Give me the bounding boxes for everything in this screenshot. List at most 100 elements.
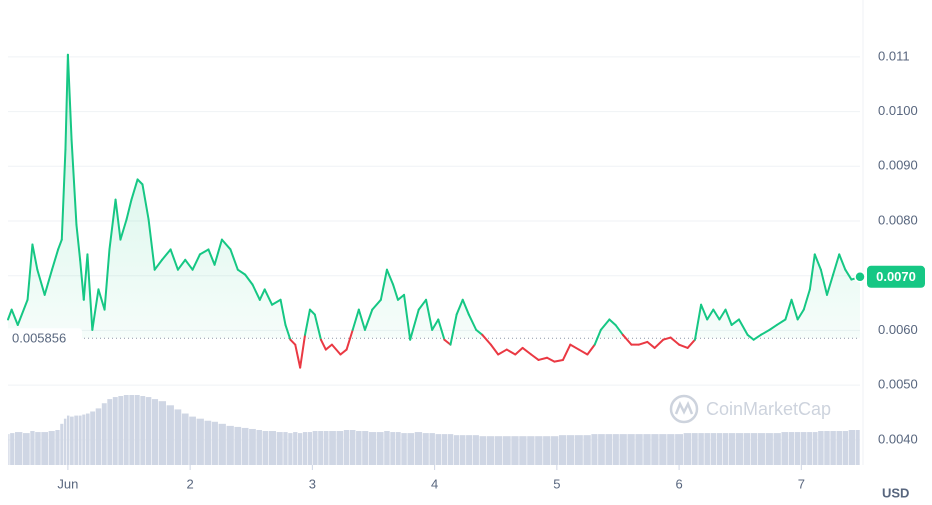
price-line — [66, 53, 73, 141]
price-line — [455, 298, 464, 316]
volume-bar — [704, 433, 710, 465]
volume-bar — [401, 433, 407, 465]
volume-bar — [82, 414, 86, 465]
price-line — [36, 268, 46, 296]
price-line — [161, 248, 172, 261]
price-line — [31, 243, 39, 271]
price-line — [775, 318, 787, 326]
price-line — [790, 298, 799, 321]
price-line — [392, 283, 399, 301]
volume-bar — [384, 431, 390, 465]
price-line — [75, 223, 82, 261]
price-line — [184, 258, 194, 271]
volume-bar — [479, 436, 487, 465]
price-line — [724, 308, 733, 326]
volume-bar — [519, 436, 527, 465]
price-line — [304, 308, 311, 336]
price-line — [147, 218, 156, 271]
volume-bar — [211, 421, 218, 465]
price-line — [313, 313, 322, 341]
volume-bar — [824, 431, 830, 465]
volume-bar — [598, 434, 605, 465]
price-line — [97, 288, 106, 311]
volume-bar — [15, 432, 23, 465]
volume-bar — [818, 431, 824, 465]
volume-bar — [494, 436, 503, 465]
volume-bar — [48, 431, 55, 465]
volume-bar — [447, 434, 454, 465]
price-line — [7, 308, 13, 321]
volume-bar — [118, 396, 124, 465]
price-line — [569, 343, 580, 351]
volume-bar — [78, 415, 82, 465]
baseline-label: 0.005856 — [12, 331, 66, 346]
volume-bar — [441, 434, 448, 465]
y-tick-label: 0.0090 — [878, 158, 918, 173]
price-line — [119, 218, 128, 241]
volume-bar — [256, 430, 262, 465]
price-line — [768, 323, 778, 331]
price-line — [706, 308, 715, 321]
price-line — [169, 248, 179, 271]
price-line — [819, 268, 828, 296]
volume-bar — [151, 399, 159, 465]
price-line — [599, 318, 611, 331]
price-line — [561, 343, 572, 361]
price-line — [784, 298, 793, 321]
volume-bar — [466, 435, 473, 465]
volume-bar — [643, 434, 651, 465]
volume-bar — [336, 431, 344, 465]
volume-bar — [691, 433, 698, 465]
volume-bar — [196, 418, 204, 465]
volume-bar — [298, 433, 303, 465]
price-line — [832, 253, 841, 276]
price-line — [700, 303, 709, 321]
price-line — [431, 318, 440, 331]
volume-bar — [605, 434, 613, 465]
volume-bar — [830, 431, 836, 465]
price-line — [271, 298, 282, 306]
price-line — [220, 238, 232, 251]
volume-bar — [376, 432, 384, 465]
price-line — [330, 343, 342, 356]
price-line — [103, 248, 111, 311]
volume-bar — [134, 395, 140, 465]
price-line — [813, 253, 822, 271]
y-tick-label: 0.0080 — [878, 212, 918, 227]
price-line — [608, 318, 617, 326]
volume-bar — [343, 430, 350, 465]
price-line — [844, 268, 853, 281]
volume-bar — [41, 432, 49, 465]
volume-bar — [619, 434, 627, 465]
price-line — [737, 318, 749, 336]
volume-bar — [307, 432, 313, 465]
volume-bar — [856, 430, 860, 465]
volume-bar — [174, 409, 182, 465]
price-line — [125, 198, 133, 221]
price-line — [553, 358, 564, 363]
volume-bar — [204, 420, 212, 465]
price-line — [662, 336, 672, 341]
price-line — [718, 308, 727, 321]
price-line — [363, 308, 374, 331]
price-line — [712, 308, 721, 321]
volume-bar — [722, 433, 729, 465]
volume-bar — [70, 416, 74, 465]
volume-bar — [234, 426, 242, 465]
volume-bar — [145, 397, 152, 465]
volume-bar — [323, 431, 329, 465]
price-line — [752, 333, 762, 341]
price-line — [521, 346, 533, 356]
y-tick-label: 0.011 — [878, 48, 910, 63]
price-line — [108, 198, 117, 251]
volume-bar — [30, 431, 35, 465]
volume-bar — [750, 433, 758, 465]
price-line — [153, 258, 164, 271]
volume-bar — [848, 430, 856, 465]
baseline-label-bg — [6, 328, 82, 349]
volume-bar — [129, 395, 135, 465]
price-line — [537, 356, 549, 361]
volume-bar — [710, 433, 717, 465]
